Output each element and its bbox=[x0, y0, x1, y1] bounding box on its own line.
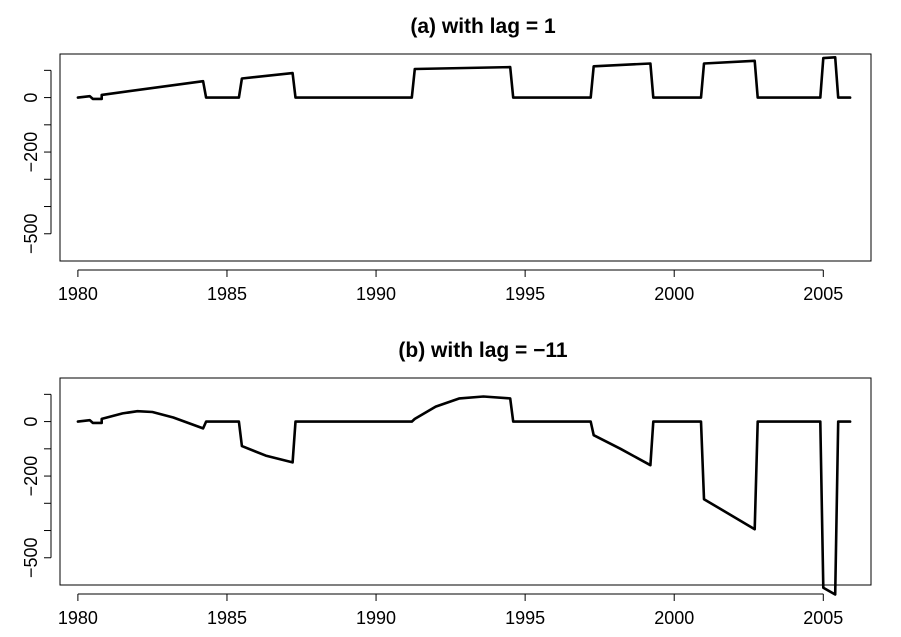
series-line bbox=[76, 395, 852, 596]
y-tick-label: −200 bbox=[21, 132, 41, 173]
x-tick-label: 1995 bbox=[505, 284, 545, 304]
x-tick-label: 1990 bbox=[356, 284, 396, 304]
y-tick-label: −500 bbox=[21, 537, 41, 578]
x-tick-label: 1990 bbox=[356, 608, 396, 628]
x-axis-a: 1980 1985 1990 1995 2000 2005 bbox=[58, 269, 843, 304]
x-tick-label: 1995 bbox=[505, 608, 545, 628]
y-axis-b: 0 −200 −500 bbox=[21, 393, 52, 578]
chart-title-b: (b) with lag = −11 bbox=[398, 339, 568, 362]
x-tick-label: 2005 bbox=[803, 284, 843, 304]
series-line bbox=[76, 55, 852, 101]
x-tick-label: 2000 bbox=[654, 608, 694, 628]
plot-frame-b bbox=[59, 377, 872, 586]
y-tick-label: −200 bbox=[21, 456, 41, 497]
series-group-b bbox=[76, 395, 852, 596]
x-tick-label: 1980 bbox=[58, 608, 98, 628]
x-axis-b: 1980 1985 1990 1995 2000 2005 bbox=[58, 593, 843, 628]
y-tick-label: 0 bbox=[21, 417, 41, 427]
panel-a: (a) with lag = 1 1980 1985 1990 1995 2000 200… bbox=[21, 15, 872, 304]
plot-frame-a bbox=[59, 53, 872, 262]
x-tick-label: 2000 bbox=[654, 284, 694, 304]
y-tick-label: 0 bbox=[21, 93, 41, 103]
x-tick-label: 1980 bbox=[58, 284, 98, 304]
chart-title-a: (a) with lag = 1 bbox=[410, 15, 556, 38]
x-tick-label: 2005 bbox=[803, 608, 843, 628]
y-tick-label: −500 bbox=[21, 213, 41, 254]
series-group-a bbox=[76, 55, 852, 101]
x-tick-label: 1985 bbox=[207, 608, 247, 628]
panel-b: (b) with lag = −11 1980 1985 1990 1995 2000 2… bbox=[21, 339, 872, 628]
y-axis-a: 0 −200 −500 bbox=[21, 69, 52, 254]
x-tick-label: 1985 bbox=[207, 284, 247, 304]
